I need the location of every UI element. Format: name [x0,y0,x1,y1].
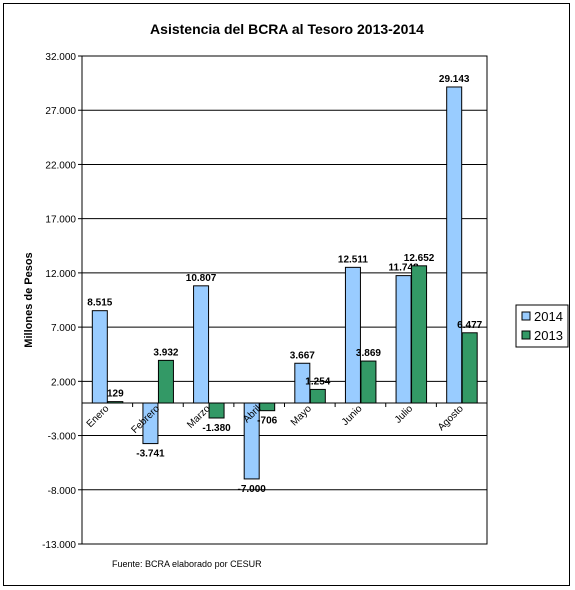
data-label: 3.932 [153,347,178,358]
y-tick-label: 12.000 [45,269,76,280]
legend-label-2014: 2014 [534,309,563,324]
data-label: 12.511 [338,254,368,265]
bar-2014-mayo [294,362,311,404]
y-tick-label: -13.000 [42,540,76,551]
data-label: -7.000 [238,484,267,495]
data-label: 8.515 [87,298,112,309]
plot-area: 32.000 27.000 22.000 17.000 12.000 7.000 2.000… [42,52,488,551]
legend-swatch-2014 [521,311,531,321]
y-axis-label: Millones de Pesos [23,252,35,347]
bar-2013-febrero [157,359,174,404]
bar-2013-enero [107,401,124,404]
y-tick-label: 22.000 [45,160,76,171]
bar-2013-marzo [208,402,225,419]
bar-2014-enero [91,310,108,404]
data-label: 10.807 [186,273,217,284]
source-note: Fuente: BCRA elaborado por CESUR [112,559,262,569]
legend-swatch-2013 [521,330,531,340]
data-label: 3.667 [290,350,315,361]
bar-2014-febrero [142,402,159,445]
data-label: 6.477 [457,320,482,331]
y-tick-label: 7.000 [51,323,76,334]
chart-title: Asistencia del BCRA al Tesoro 2013-2014 [150,21,424,37]
y-tick-label: 32.000 [45,52,76,63]
y-tick-label: 17.000 [45,215,76,226]
y-tick-label: 27.000 [45,106,76,117]
data-label: -1.380 [202,423,231,434]
data-label: 29.143 [439,74,470,85]
data-label: -3.741 [136,449,165,460]
data-label: 11.748 [389,263,419,274]
bar-2013-junio [360,360,377,404]
legend-label-2013: 2013 [534,328,563,343]
bar-2014-marzo [193,285,210,404]
data-label: 12.652 [404,253,435,264]
bar-2014-julio [395,275,412,404]
bar-2013-mayo [309,388,326,404]
bar-2014-junio [344,266,361,404]
bar-2014-agosto [446,86,463,404]
y-tick-label: -3.000 [48,432,77,443]
data-label: 3.869 [356,348,381,359]
y-tick-label: 2.000 [51,377,76,388]
y-tick-label: -8.000 [48,486,77,497]
data-label: -706 [257,416,277,427]
data-label: 1.254 [305,376,330,387]
bar-2013-abril [259,402,276,412]
bar-2013-julio [411,265,428,404]
data-label: 129 [107,389,124,400]
bar-2013-agosto [461,332,478,404]
bar-2014-abril [243,402,260,480]
legend: 2014 2013 [515,304,569,348]
